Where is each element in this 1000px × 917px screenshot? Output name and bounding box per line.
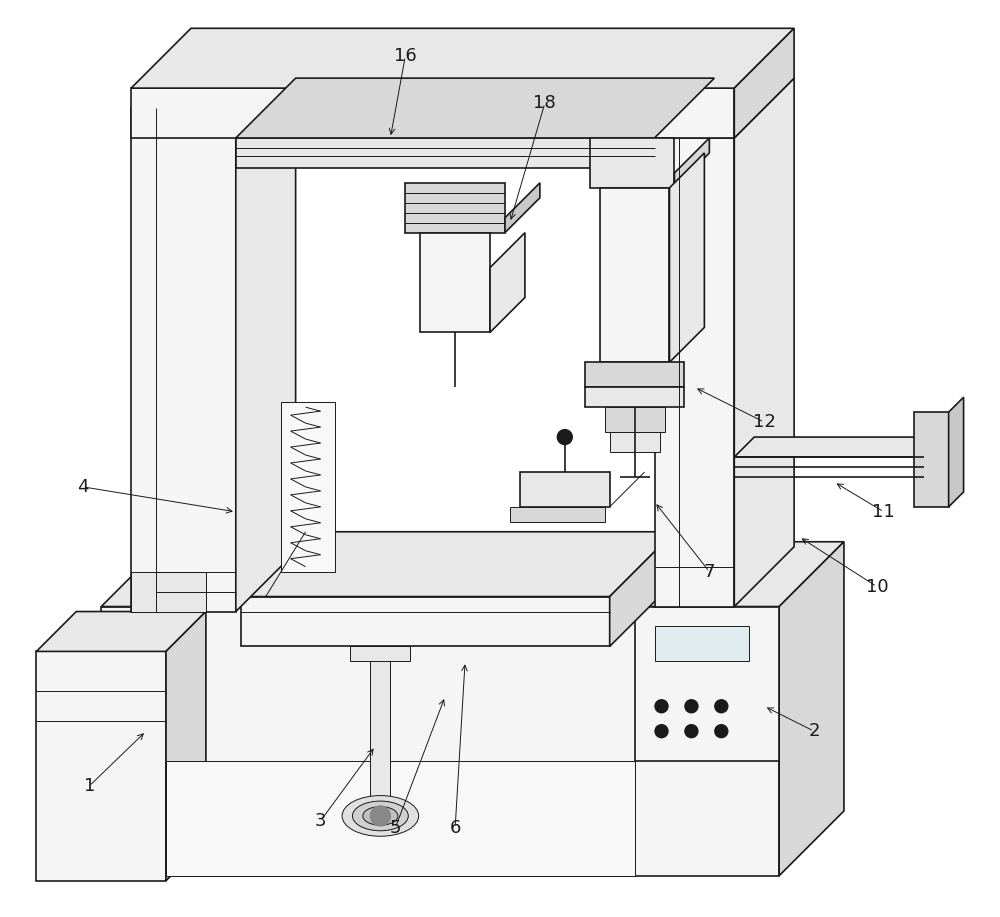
Polygon shape [600,188,669,362]
Polygon shape [131,88,734,138]
Polygon shape [241,597,610,646]
Polygon shape [585,387,684,407]
Polygon shape [36,651,166,880]
Polygon shape [605,407,665,432]
Polygon shape [734,437,944,457]
Polygon shape [779,542,844,876]
Polygon shape [610,472,645,507]
Text: 2: 2 [808,723,820,740]
Text: 4: 4 [78,478,89,496]
Text: 18: 18 [533,94,556,112]
Text: 6: 6 [449,819,461,837]
Polygon shape [674,138,709,188]
Polygon shape [101,606,779,876]
Polygon shape [505,182,540,233]
Polygon shape [520,472,610,507]
Polygon shape [420,233,490,332]
Polygon shape [734,28,794,138]
Polygon shape [166,612,206,880]
Circle shape [655,724,668,737]
Polygon shape [610,532,674,646]
Polygon shape [241,532,674,597]
Polygon shape [236,43,296,612]
Polygon shape [131,108,236,612]
Polygon shape [350,646,410,661]
Bar [655,626,749,661]
Polygon shape [734,78,794,606]
Polygon shape [490,233,525,332]
Polygon shape [166,761,635,876]
Circle shape [685,724,698,737]
Polygon shape [131,571,206,612]
Polygon shape [370,657,390,816]
Polygon shape [281,403,335,571]
Polygon shape [585,362,684,387]
Polygon shape [131,28,794,88]
Text: 1: 1 [84,777,95,795]
Polygon shape [510,507,605,522]
Ellipse shape [352,801,408,831]
Text: 12: 12 [753,414,776,431]
Circle shape [685,700,698,713]
Text: 10: 10 [866,578,888,596]
Circle shape [715,700,728,713]
Circle shape [715,724,728,737]
Text: 5: 5 [390,819,401,837]
Polygon shape [236,78,714,138]
Text: 3: 3 [315,812,326,830]
Polygon shape [914,412,949,507]
Ellipse shape [342,796,419,836]
Polygon shape [610,432,660,452]
Polygon shape [590,138,674,188]
Polygon shape [101,542,844,606]
Text: 16: 16 [394,47,417,65]
Polygon shape [36,612,206,651]
Polygon shape [655,138,734,606]
Polygon shape [405,182,505,233]
Polygon shape [236,138,655,168]
Polygon shape [669,153,704,362]
Text: 11: 11 [872,503,895,521]
Circle shape [370,806,390,826]
Circle shape [557,429,572,445]
Ellipse shape [363,807,398,825]
Polygon shape [635,606,779,761]
Circle shape [655,700,668,713]
Text: 7: 7 [704,563,715,580]
Polygon shape [949,397,964,507]
